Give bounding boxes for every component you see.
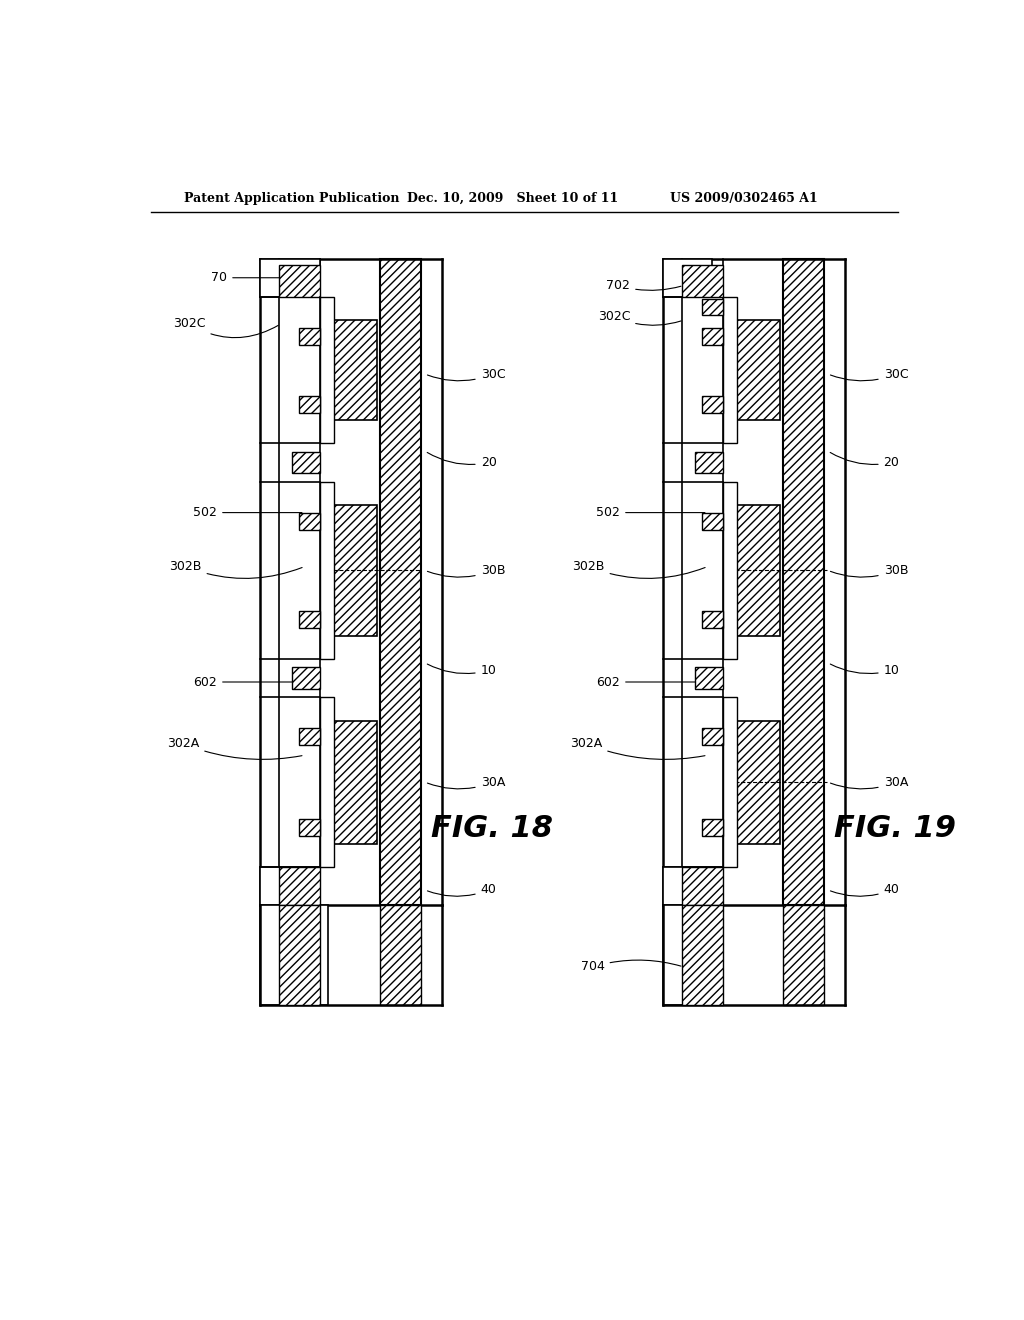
Bar	[299, 729, 321, 744]
Bar	[299, 327, 321, 345]
Bar	[380, 906, 421, 1006]
Bar	[682, 867, 723, 906]
Text: 10: 10	[427, 664, 497, 677]
Bar	[701, 327, 723, 345]
Bar	[701, 298, 723, 315]
Bar	[663, 867, 723, 906]
Bar	[663, 259, 712, 297]
Bar	[695, 451, 723, 474]
Text: 10: 10	[830, 664, 899, 677]
Text: 30B: 30B	[830, 564, 908, 577]
Bar	[260, 259, 321, 297]
Text: US 2009/0302465 A1: US 2009/0302465 A1	[671, 191, 818, 205]
Bar	[682, 906, 723, 1006]
Bar	[701, 611, 723, 628]
Text: 30A: 30A	[830, 776, 908, 789]
Bar	[260, 906, 328, 1006]
Bar	[299, 396, 321, 412]
Text: 602: 602	[596, 676, 705, 689]
Bar	[321, 482, 334, 659]
Bar	[682, 264, 723, 297]
Bar	[292, 451, 321, 474]
Text: 502: 502	[194, 506, 302, 519]
Bar	[723, 482, 737, 659]
Bar	[324, 506, 377, 636]
Text: 30C: 30C	[427, 367, 505, 380]
Bar	[280, 906, 321, 1006]
Text: 70: 70	[211, 271, 281, 284]
Text: FIG. 19: FIG. 19	[835, 814, 956, 842]
Text: 20: 20	[427, 453, 497, 469]
Bar	[783, 906, 824, 1006]
Text: 502: 502	[596, 506, 705, 519]
Bar	[701, 818, 723, 836]
Text: FIG. 18: FIG. 18	[431, 814, 553, 842]
Bar	[663, 906, 712, 1006]
Bar	[723, 697, 737, 867]
Bar	[292, 668, 321, 689]
Bar	[321, 697, 334, 867]
Bar	[701, 729, 723, 744]
Text: 602: 602	[194, 676, 302, 689]
Bar	[726, 506, 779, 636]
Bar	[783, 259, 824, 906]
Bar	[701, 512, 723, 529]
Text: 40: 40	[427, 883, 497, 896]
Bar	[723, 297, 737, 444]
Bar	[695, 668, 723, 689]
Text: 302C: 302C	[598, 310, 681, 325]
Bar	[380, 259, 421, 906]
Bar	[299, 611, 321, 628]
Text: 302A: 302A	[167, 737, 302, 759]
Text: 30C: 30C	[830, 367, 908, 380]
Bar	[280, 906, 321, 1006]
Bar	[280, 264, 321, 297]
Bar	[726, 321, 779, 420]
Bar	[726, 721, 779, 843]
Text: 302B: 302B	[572, 560, 706, 578]
Bar	[324, 321, 377, 420]
Bar	[299, 818, 321, 836]
Text: 40: 40	[830, 883, 899, 896]
Text: 30A: 30A	[427, 776, 505, 789]
Bar	[701, 396, 723, 412]
Text: 20: 20	[830, 453, 899, 469]
Text: 30B: 30B	[427, 564, 505, 577]
Bar	[324, 721, 377, 843]
Bar	[280, 867, 321, 906]
Bar	[260, 867, 321, 906]
Bar	[321, 297, 334, 444]
Text: 302A: 302A	[570, 737, 705, 759]
Text: Patent Application Publication: Patent Application Publication	[183, 191, 399, 205]
Text: 704: 704	[581, 960, 681, 973]
Text: 702: 702	[606, 279, 681, 292]
Text: 302C: 302C	[173, 317, 279, 338]
Bar	[299, 512, 321, 529]
Text: Dec. 10, 2009   Sheet 10 of 11: Dec. 10, 2009 Sheet 10 of 11	[407, 191, 618, 205]
Text: 302B: 302B	[169, 560, 302, 578]
